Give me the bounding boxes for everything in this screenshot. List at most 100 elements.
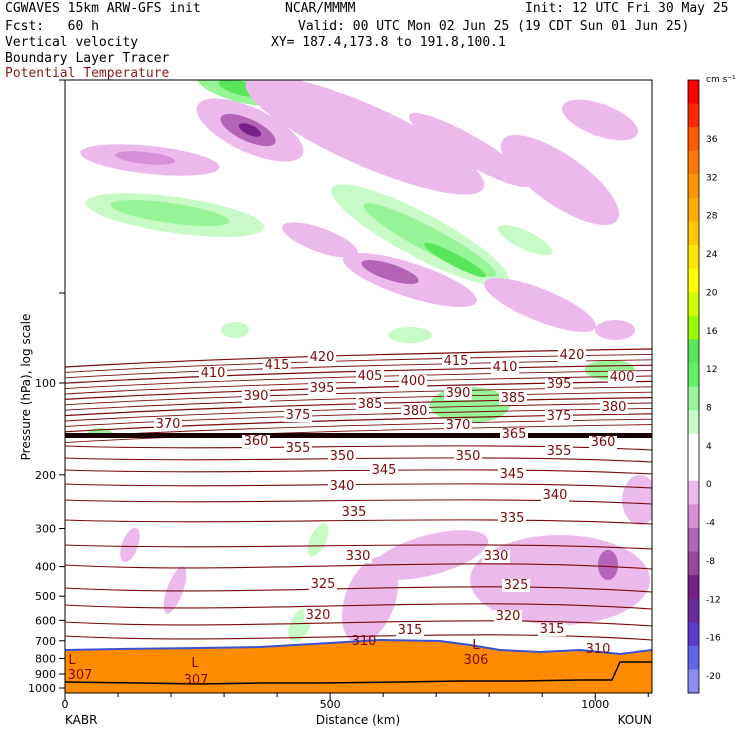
colorbar-swatch <box>688 527 699 553</box>
theta-label-bg <box>608 371 636 384</box>
w-pink-blob <box>282 222 358 258</box>
theta-label-bg <box>242 390 270 403</box>
theta-label-bg <box>356 370 384 383</box>
colorbar-swatch <box>688 197 699 222</box>
left-station-label: KABR <box>65 713 97 727</box>
theta-label: 355 <box>547 444 572 459</box>
theta-label-bg <box>328 450 356 463</box>
theta-label: 415 <box>444 354 469 369</box>
theta-label-bg <box>545 445 573 458</box>
theta-label-bg <box>498 512 526 525</box>
colorbar-swatch <box>688 221 699 246</box>
theta-label-bg <box>444 419 472 432</box>
org-label: NCAR/MMMM <box>285 1 356 16</box>
theta-label-bg <box>340 506 368 519</box>
colorbar: cm s⁻¹ 36 32 28 24 20 16 12 8 4 0 -4 -8 -12 -16 -20 <box>687 75 736 694</box>
y-tick-label: 800 <box>35 652 56 665</box>
colorbar-swatch <box>688 339 699 364</box>
boundary-layer-top <box>65 638 652 656</box>
theta-label: 345 <box>500 467 525 482</box>
theta-label: 310 <box>586 642 611 657</box>
theta-label: 320 <box>496 609 521 624</box>
w-pink-blob <box>163 566 187 614</box>
theta-label: 400 <box>401 374 426 389</box>
theta-line <box>65 563 652 570</box>
theta-label: 365 <box>502 427 527 442</box>
theta-label: 325 <box>504 578 529 593</box>
theta-line <box>65 402 652 422</box>
theta-label: 370 <box>446 418 471 433</box>
theta-label: 410 <box>201 366 226 381</box>
x-tick-label: 0 <box>62 698 69 711</box>
theta-label: 380 <box>403 404 428 419</box>
colorbar-label: 28 <box>706 212 718 222</box>
theta-label: 415 <box>265 358 290 373</box>
colorbar-swatch <box>688 150 699 175</box>
low-marker: L <box>472 638 480 653</box>
theta-line <box>65 620 652 627</box>
theta-label-bg <box>399 375 427 388</box>
w-pink-blob <box>120 527 140 563</box>
w-pink-blob <box>595 320 635 340</box>
init-time: Init: 12 UTC Fri 30 May 25 <box>525 1 729 16</box>
colorbar-label: 20 <box>706 288 718 298</box>
colorbar-swatch <box>688 315 699 340</box>
w-green-blob <box>388 327 432 343</box>
y-tick-label: 300 <box>35 523 56 536</box>
colorbar-label: -20 <box>706 672 721 682</box>
theta-label-bg <box>328 480 356 493</box>
colorbar-label: -12 <box>706 595 721 605</box>
colorbar-swatch <box>688 103 699 128</box>
theta-label-bg <box>482 550 510 563</box>
theta-label: 335 <box>342 505 367 520</box>
colorbar-swatch <box>688 457 699 482</box>
theta-label-bg <box>538 623 566 636</box>
field-potential-temperature: Potential Temperature <box>5 66 170 81</box>
theta-label-bg <box>370 464 398 477</box>
vertical-velocity-shading <box>80 80 652 644</box>
colorbar-label: -16 <box>706 634 721 644</box>
theta-label: 410 <box>493 360 518 375</box>
theta-label-bg <box>499 392 527 405</box>
theta-line <box>65 634 652 641</box>
w-pink-blob <box>245 80 485 195</box>
colorbar-swatch <box>688 174 699 199</box>
theta-line <box>65 359 652 379</box>
theta-label-bg <box>491 361 519 374</box>
theta-label: 360 <box>244 434 269 449</box>
theta-label: 375 <box>547 409 572 424</box>
w-pink-blob <box>115 151 175 165</box>
low-marker: L <box>68 653 76 668</box>
theta-label: 307 <box>68 668 93 683</box>
colorbar-frame <box>687 79 700 694</box>
w-pink-blob <box>371 530 489 580</box>
colorbar-swatch <box>688 433 699 458</box>
theta-label-bg <box>263 359 291 372</box>
theta-label: 380 <box>602 400 627 415</box>
colorbar-label: 24 <box>706 250 718 260</box>
theta-label-bg <box>541 489 569 502</box>
theta-label: 306 <box>464 653 489 668</box>
colorbar-swatch <box>688 80 699 105</box>
theta-label-bg <box>498 468 526 481</box>
colorbar-swatch <box>688 245 699 270</box>
theta-line <box>65 397 652 417</box>
theta-label-bg <box>589 436 617 449</box>
x-tick-label: 1000 <box>581 698 609 711</box>
w-green-blob <box>497 224 553 256</box>
w-pink-blob <box>500 134 620 226</box>
x-axis-label: Distance (km) <box>316 713 400 727</box>
theta-label: 315 <box>398 623 423 638</box>
right-station-label: KOUN <box>618 713 652 727</box>
theta-label-bg <box>600 401 628 414</box>
w-green-blob <box>307 523 329 557</box>
theta-label-bg <box>401 405 429 418</box>
colorbar-label: -8 <box>706 557 715 567</box>
colorbar-label: 0 <box>706 480 712 490</box>
theta-label: 350 <box>456 449 481 464</box>
theta-label-bg <box>494 610 522 623</box>
theta-line <box>65 586 652 593</box>
theta-label-bg <box>242 435 270 448</box>
